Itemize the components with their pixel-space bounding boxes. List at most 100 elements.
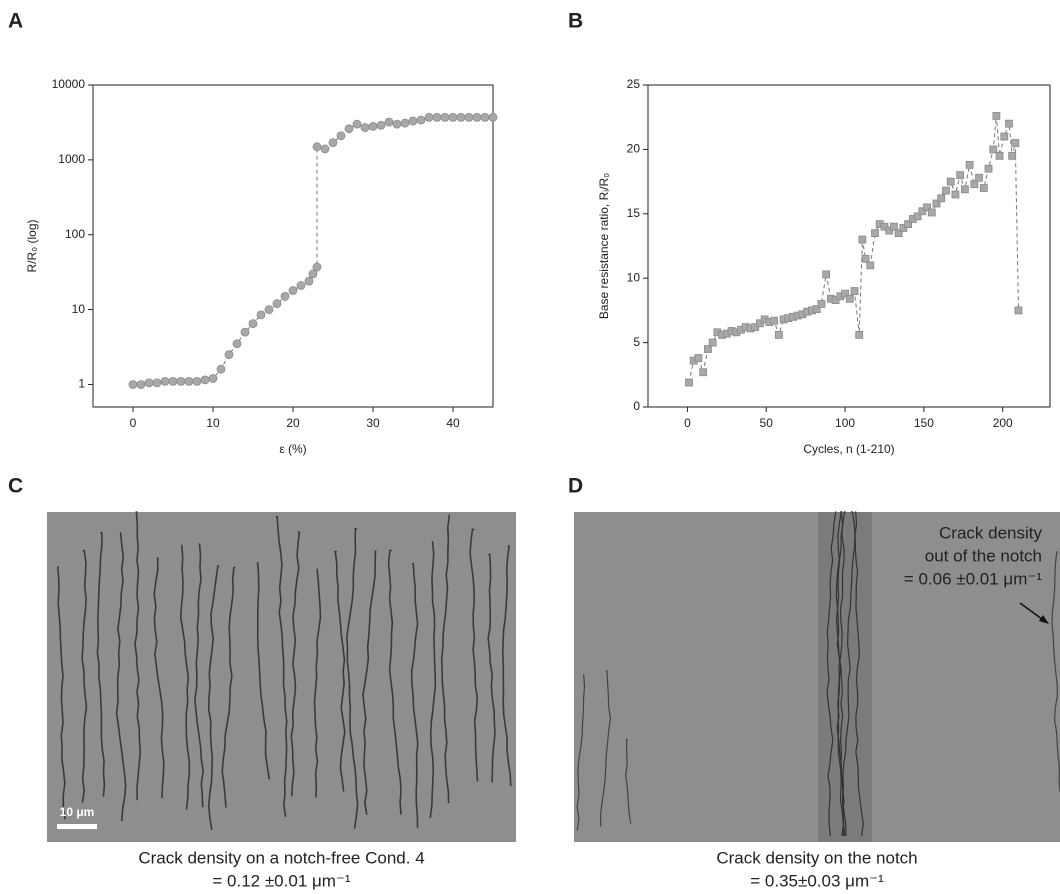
marker [312, 262, 322, 272]
y-axis-label: Base resistance ratio, Rᵢ/R₀ [597, 173, 611, 319]
marker [416, 115, 426, 125]
marker [1000, 132, 1009, 141]
marker [308, 269, 318, 279]
marker [989, 145, 998, 154]
y-tick-label: 15 [627, 206, 641, 220]
marker [288, 286, 298, 295]
marker [858, 235, 867, 244]
crack [625, 739, 632, 824]
crack [207, 565, 220, 831]
x-tick-label: 0 [130, 416, 137, 430]
marker [866, 261, 875, 270]
marker [152, 378, 162, 388]
y-tick-label: 5 [633, 335, 640, 349]
crack [836, 511, 845, 837]
marker [956, 171, 965, 180]
marker [480, 112, 490, 122]
marker [894, 229, 903, 238]
marker [946, 177, 955, 186]
x-tick-label: 10 [206, 416, 220, 430]
marker [280, 292, 290, 301]
crack [56, 566, 66, 820]
marker [400, 118, 410, 128]
marker [168, 376, 178, 386]
marker [841, 289, 849, 298]
marker [1014, 306, 1023, 315]
crack [835, 511, 846, 837]
crack [194, 543, 205, 808]
x-axis-label: ε (%) [279, 442, 306, 456]
marker [336, 131, 346, 141]
marker [937, 194, 946, 203]
marker [432, 112, 442, 122]
plot-frame [647, 84, 1051, 408]
marker [440, 112, 450, 122]
marker [304, 276, 314, 286]
x-tick-label: 30 [366, 416, 380, 430]
marker [328, 138, 338, 148]
x-tick-label: 100 [835, 416, 855, 430]
x-tick-label: 20 [286, 416, 300, 430]
crack [179, 544, 191, 810]
crack [153, 557, 165, 799]
marker [464, 112, 474, 122]
crack [387, 549, 402, 815]
marker [1005, 119, 1013, 128]
marker [456, 112, 466, 122]
marker [704, 345, 712, 353]
x-tick-label: 50 [760, 416, 774, 430]
marker [392, 119, 402, 129]
crack [440, 514, 451, 804]
y-tick-label: 20 [627, 142, 641, 156]
marker [685, 378, 693, 387]
y-tick-label: 100 [65, 227, 85, 241]
marker [871, 229, 879, 238]
marker [699, 368, 708, 377]
marker [224, 350, 234, 360]
crack [410, 563, 419, 828]
marker [845, 294, 854, 303]
x-tick-label: 40 [446, 416, 460, 430]
y-axis-label: R/R₀ (log) [25, 220, 39, 273]
x-tick-label: 0 [684, 416, 691, 430]
marker [312, 142, 322, 152]
marker [208, 374, 218, 383]
marker [942, 186, 950, 195]
y-tick-label: 1 [78, 377, 85, 391]
crack [1051, 551, 1060, 793]
marker [932, 199, 941, 208]
marker [232, 339, 242, 349]
marker [1011, 139, 1020, 147]
marker [1008, 151, 1017, 160]
crack [221, 566, 236, 808]
crack [115, 532, 127, 822]
caption: Crack density on a notch-free Cond. 4 [138, 848, 424, 867]
crack [501, 545, 512, 787]
x-axis-label: Cycles, n (1-210) [803, 442, 894, 456]
caption: = 0.12 ±0.01 μm⁻¹ [212, 871, 351, 890]
crack [826, 511, 837, 837]
x-tick-label: 150 [914, 416, 934, 430]
marker [694, 354, 703, 362]
marker [965, 160, 974, 169]
panel-label: C [8, 475, 23, 498]
marker [861, 254, 870, 263]
marker [272, 299, 282, 309]
crack [275, 515, 288, 817]
marker [320, 144, 330, 154]
crack [429, 541, 437, 819]
annotation: out of the notch [925, 546, 1042, 565]
marker [144, 378, 154, 388]
marker [472, 112, 482, 122]
x-tick-label: 200 [993, 416, 1013, 430]
y-tick-label: 1000 [58, 152, 85, 166]
y-tick-label: 10 [627, 270, 641, 284]
marker [160, 376, 170, 386]
caption: = 0.35±0.03 μm⁻¹ [750, 871, 884, 890]
marker [984, 164, 993, 173]
marker [256, 310, 266, 320]
marker [368, 121, 378, 131]
marker [970, 180, 979, 189]
crack [576, 674, 586, 831]
marker [216, 364, 226, 374]
